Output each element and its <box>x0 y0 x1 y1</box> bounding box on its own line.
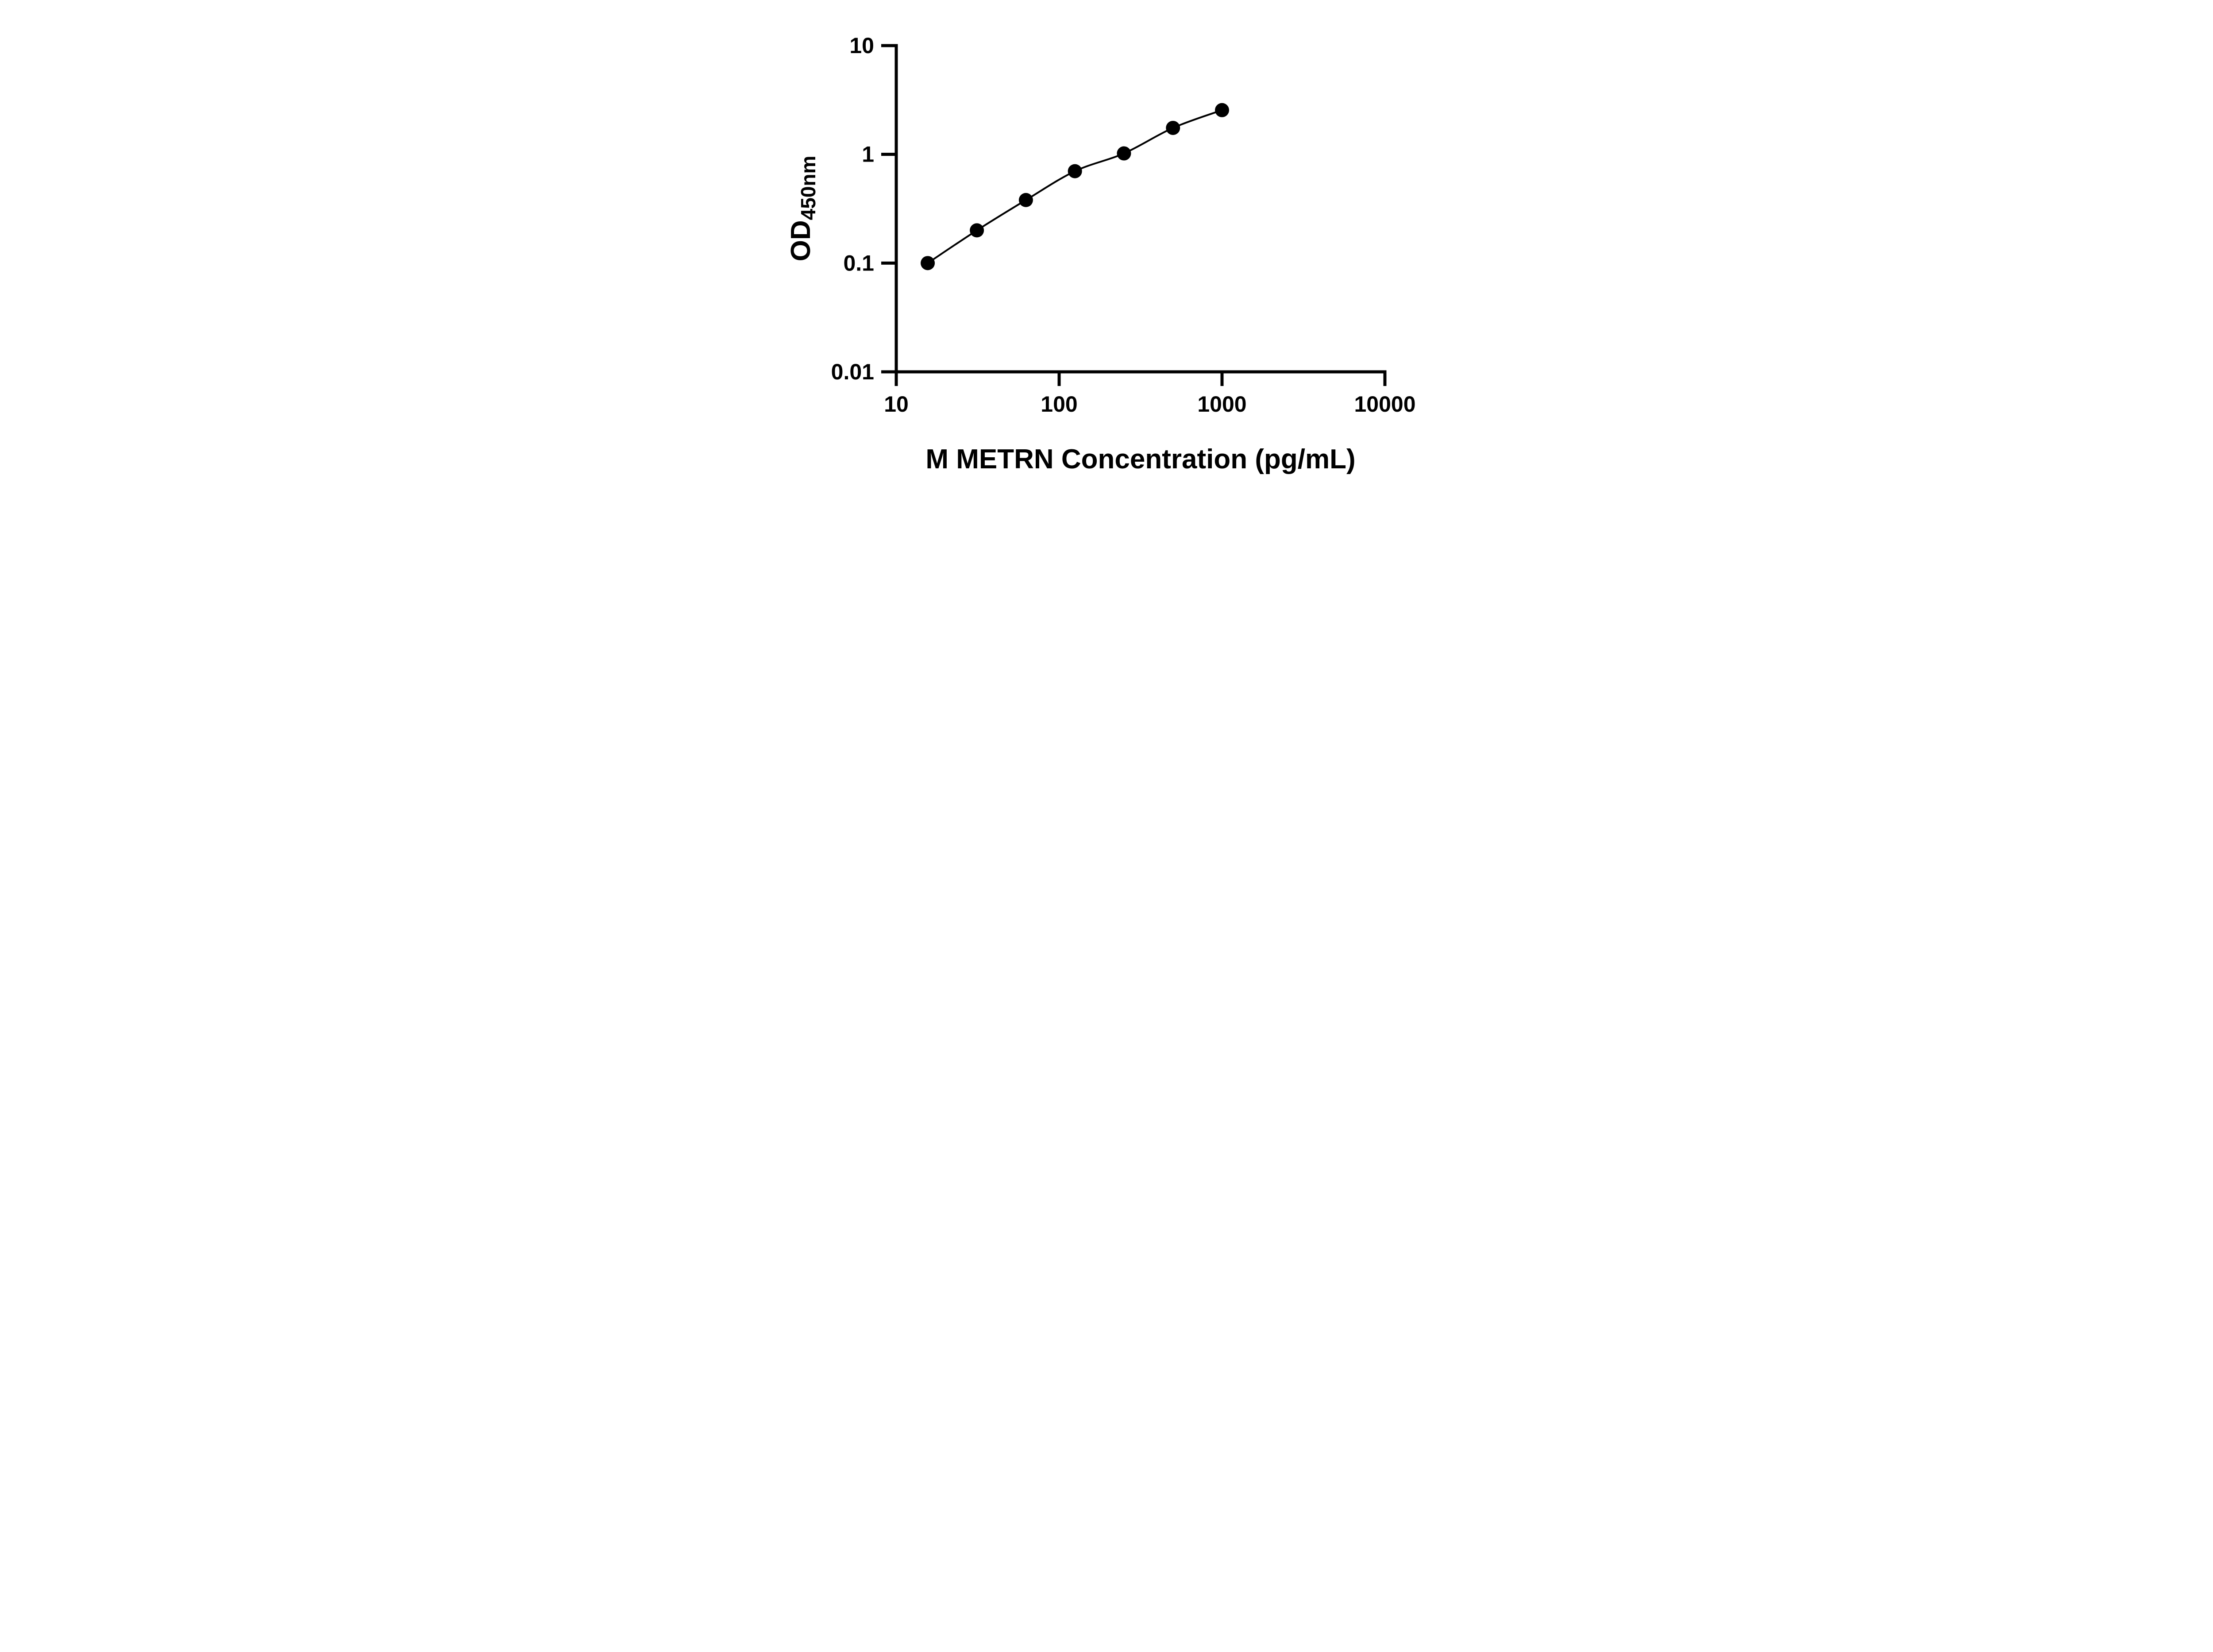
data-point <box>1117 146 1131 161</box>
y-axis-title: OD450nm <box>786 156 820 262</box>
x-axis-title: M METRN Concentration (pg/mL) <box>925 444 1355 475</box>
x-tick-label: 100 <box>1041 392 1077 417</box>
y-tick-label: 0.01 <box>831 359 874 384</box>
y-tick-label: 10 <box>849 33 874 58</box>
series-line <box>927 109 1222 264</box>
y-tick-label: 1 <box>862 142 874 167</box>
data-point <box>1215 103 1229 117</box>
plot-area: 10 100 1000 10000 0.01 0.1 1 10 <box>831 33 1416 417</box>
data-point <box>1018 193 1033 207</box>
x-tick-label: 1000 <box>1197 392 1246 417</box>
chart-canvas: 10 100 1000 10000 0.01 0.1 1 10 M METRN Concent… <box>786 33 1416 475</box>
y-tick-label: 0.1 <box>843 251 874 275</box>
y-axis-title-main: OD <box>786 220 816 261</box>
data-point <box>921 256 935 270</box>
chart: 10 100 1000 10000 0.01 0.1 1 10 M METRN Concent… <box>766 0 1447 496</box>
x-tick-label: 10 <box>884 392 909 417</box>
data-point <box>970 223 984 238</box>
data-point <box>1166 120 1180 135</box>
y-axis-title-sub: 450nm <box>797 156 820 220</box>
x-tick-label: 10000 <box>1354 392 1415 417</box>
data-point <box>1068 164 1082 178</box>
